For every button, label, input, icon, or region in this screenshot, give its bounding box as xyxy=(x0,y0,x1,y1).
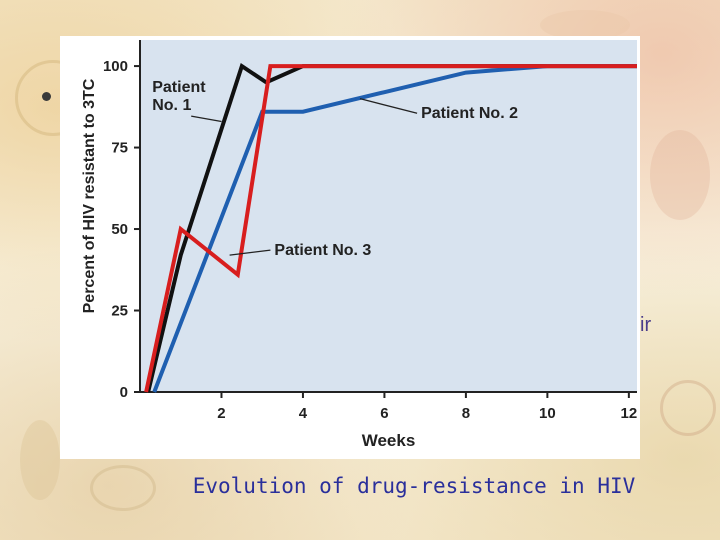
x-tick-label: 6 xyxy=(380,405,388,422)
decorative-artwork xyxy=(650,130,710,220)
x-tick-label: 10 xyxy=(539,405,556,422)
y-tick-label: 25 xyxy=(111,303,128,320)
annotation-pointer-patient-no-2 xyxy=(359,98,418,114)
y-tick-label: 0 xyxy=(120,384,128,401)
x-tick-label: 4 xyxy=(299,405,308,422)
decorative-artwork xyxy=(660,380,716,436)
series-line-patient-no-3 xyxy=(144,64,637,393)
x-tick-label: 2 xyxy=(217,405,225,422)
x-tick-label: 8 xyxy=(462,405,470,422)
y-tick-label: 50 xyxy=(111,221,128,238)
annotation-pointer-patient-no-1 xyxy=(191,115,222,123)
y-tick-label: 75 xyxy=(111,140,128,157)
bullet-point xyxy=(42,92,51,101)
annotation-pointer-patient-no-3 xyxy=(229,249,271,256)
decorative-artwork xyxy=(20,420,60,500)
slide-caption: Evolution of drug-resistance in HIV xyxy=(192,474,636,498)
y-axis-label: Percent of HIV resistant to 3TC xyxy=(81,78,98,313)
slide-text-fragment: ir xyxy=(640,314,652,336)
x-axis-label: Weeks xyxy=(362,431,416,450)
x-tick-label: 12 xyxy=(621,405,638,422)
decorative-artwork xyxy=(540,10,630,40)
series-label-patient-no-1: Patient No. 1 xyxy=(152,79,206,114)
decorative-artwork xyxy=(90,465,156,511)
series-label-patient-no-2: Patient No. 2 xyxy=(421,105,518,122)
series-label-patient-no-3: Patient No. 3 xyxy=(274,242,371,259)
y-tick-label: 100 xyxy=(103,58,128,75)
drug-resistance-chart: 0 25 50 75 100 2 4 6 8 10 12 Weeks Percent of HIV re… xyxy=(81,40,638,450)
chart-panel: 0 25 50 75 100 2 4 6 8 10 12 Weeks Percent of HIV re… xyxy=(60,36,640,459)
